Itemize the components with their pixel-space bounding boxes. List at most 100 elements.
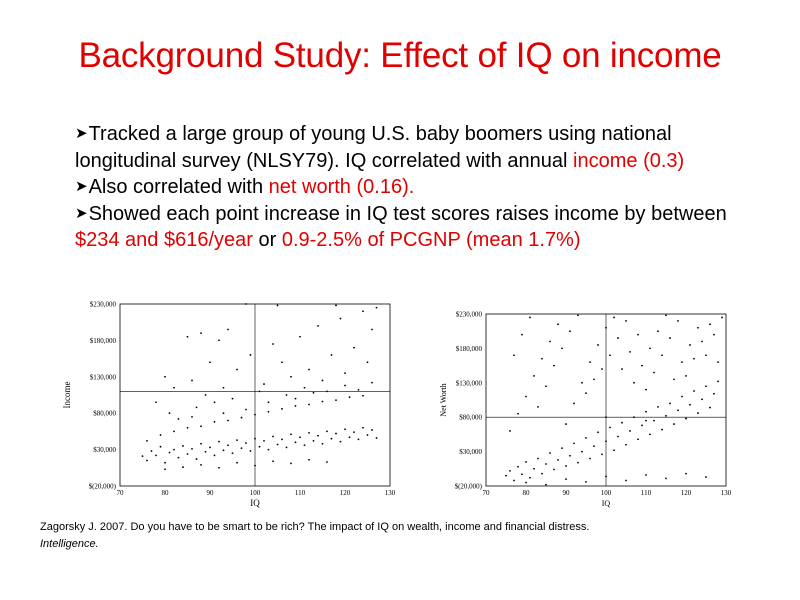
data-point	[589, 361, 591, 364]
data-point	[366, 361, 369, 364]
data-point	[509, 469, 511, 472]
data-point	[209, 446, 211, 449]
data-point	[182, 445, 184, 447]
data-point	[705, 354, 707, 357]
data-point	[294, 405, 297, 407]
data-point	[617, 435, 619, 438]
data-point	[177, 456, 180, 459]
data-point	[236, 461, 238, 464]
x-tick-label: 120	[681, 489, 692, 497]
data-point	[689, 344, 691, 346]
data-point	[326, 430, 328, 433]
data-point	[308, 458, 310, 461]
y-axis-label: Income	[62, 382, 72, 409]
data-point	[294, 397, 297, 400]
data-point	[173, 386, 175, 389]
data-point	[267, 401, 270, 404]
data-point	[317, 324, 319, 327]
data-point	[321, 379, 324, 382]
data-point	[581, 450, 583, 453]
data-point	[653, 371, 655, 374]
data-point	[236, 368, 238, 371]
data-point	[645, 419, 647, 422]
data-point	[249, 450, 252, 452]
data-point	[529, 476, 531, 479]
data-point	[629, 430, 631, 432]
data-point	[294, 441, 297, 444]
data-point	[541, 472, 543, 475]
data-point	[713, 392, 715, 395]
data-point	[182, 466, 184, 468]
y-tick-label: $30,000	[459, 448, 482, 456]
data-point	[258, 445, 261, 448]
x-axis-label: IQ	[602, 499, 611, 508]
data-point	[213, 454, 216, 457]
data-point	[222, 386, 225, 389]
data-point	[177, 418, 180, 420]
data-point	[645, 388, 647, 391]
data-point	[693, 357, 695, 360]
data-point	[299, 436, 301, 439]
data-point	[173, 448, 175, 451]
data-point	[272, 343, 274, 345]
bullet-item: ➤Tracked a large group of young U.S. bab…	[75, 121, 730, 174]
data-point	[285, 446, 288, 449]
data-point	[281, 407, 283, 410]
arrow-bullet-icon: ➤	[75, 125, 88, 142]
data-point	[195, 458, 198, 460]
data-point	[321, 400, 324, 403]
data-point	[665, 414, 667, 417]
x-tick-label: 110	[295, 489, 306, 497]
data-point	[717, 361, 719, 364]
data-point	[362, 394, 364, 397]
data-point	[186, 453, 189, 455]
data-point	[326, 390, 328, 393]
data-point	[637, 438, 639, 441]
data-point	[521, 473, 523, 476]
data-point	[525, 395, 527, 398]
x-tick-label: 80	[523, 489, 531, 497]
data-point	[561, 347, 563, 350]
data-point	[213, 421, 216, 423]
data-point	[621, 421, 623, 424]
data-point	[186, 426, 189, 429]
data-point	[317, 434, 319, 437]
data-point	[303, 386, 306, 389]
data-point	[585, 436, 587, 439]
data-point	[191, 447, 193, 450]
data-point	[557, 458, 559, 461]
arrow-bullet-icon: ➤	[75, 204, 88, 222]
data-point	[263, 439, 265, 442]
data-point	[709, 406, 711, 409]
data-point	[513, 479, 515, 482]
data-point	[657, 330, 659, 333]
data-point	[609, 426, 611, 429]
data-point	[505, 474, 507, 477]
data-point	[285, 394, 288, 396]
data-point	[146, 439, 148, 442]
y-tick-label: $(20,000)	[455, 483, 483, 491]
data-point	[717, 380, 719, 383]
data-point	[629, 350, 631, 353]
data-point	[577, 461, 579, 464]
data-point	[231, 397, 234, 400]
data-point	[665, 477, 667, 480]
data-point	[605, 475, 607, 478]
data-point	[146, 459, 148, 462]
data-point	[685, 417, 687, 420]
data-point	[661, 354, 663, 357]
data-point	[685, 375, 687, 377]
citation-journal: Intelligence.	[40, 538, 99, 550]
data-point	[168, 451, 171, 454]
data-point	[637, 333, 639, 336]
data-point	[549, 340, 551, 343]
data-point	[673, 423, 675, 425]
data-point	[335, 432, 337, 435]
data-point	[545, 385, 547, 388]
data-point	[375, 306, 378, 309]
data-point	[209, 361, 211, 364]
data-point	[553, 468, 555, 471]
data-point	[625, 479, 627, 482]
data-point	[200, 463, 202, 466]
data-point	[681, 395, 683, 398]
